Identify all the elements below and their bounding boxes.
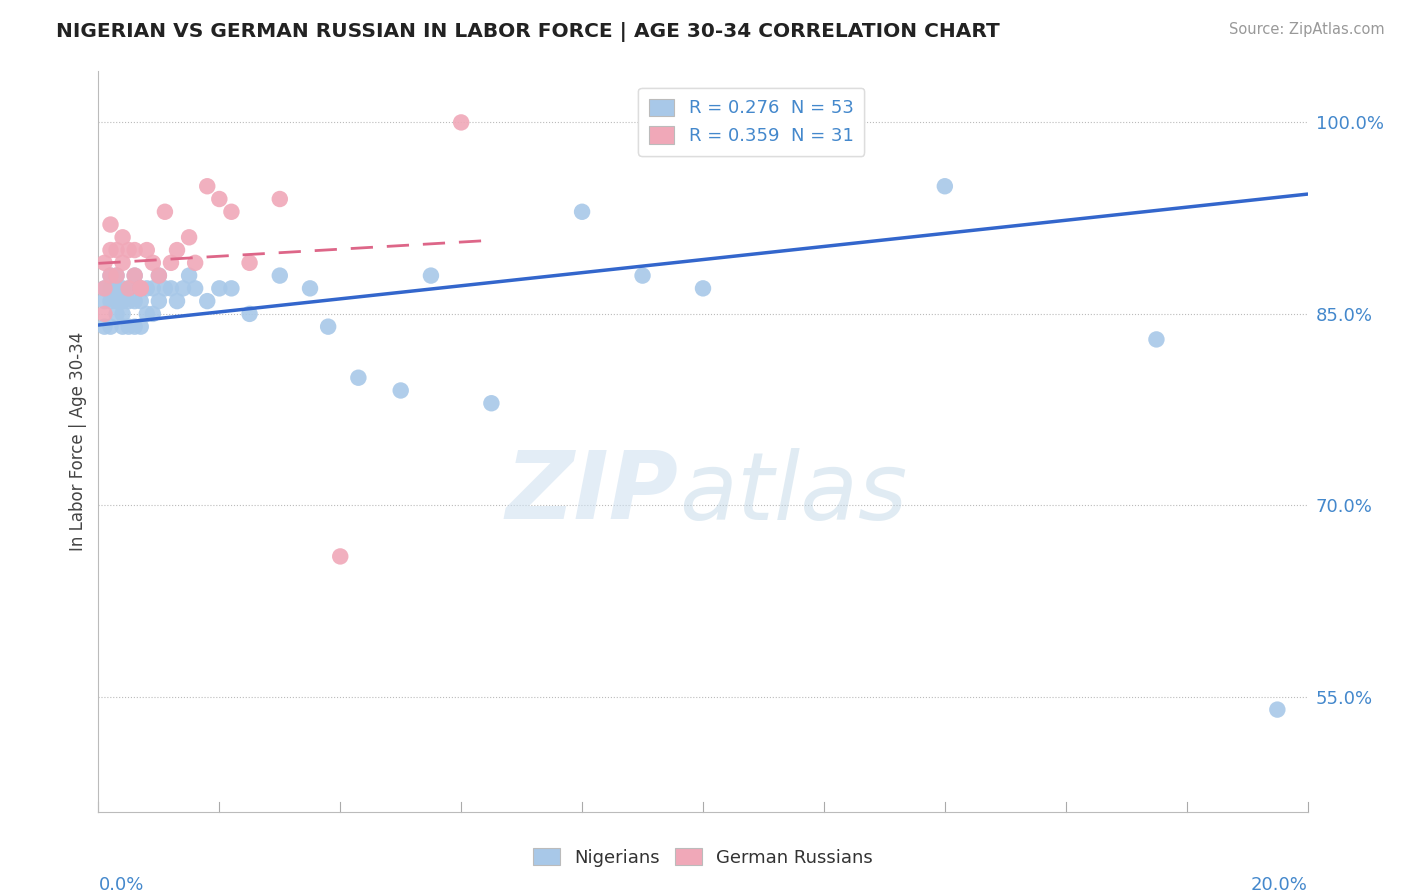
Point <box>208 192 231 206</box>
Point <box>208 281 231 295</box>
Point <box>269 192 291 206</box>
Point <box>129 281 152 295</box>
Text: Source: ZipAtlas.com: Source: ZipAtlas.com <box>1229 22 1385 37</box>
Point <box>221 281 243 295</box>
Point <box>1144 333 1167 347</box>
Point <box>93 256 115 270</box>
Point <box>329 549 352 564</box>
Legend: R = 0.276  N = 53, R = 0.359  N = 31: R = 0.276 N = 53, R = 0.359 N = 31 <box>638 87 865 156</box>
Point <box>129 281 152 295</box>
Point <box>129 319 152 334</box>
Point <box>93 281 115 295</box>
Point <box>118 281 141 295</box>
Text: NIGERIAN VS GERMAN RUSSIAN IN LABOR FORCE | AGE 30-34 CORRELATION CHART: NIGERIAN VS GERMAN RUSSIAN IN LABOR FORC… <box>56 22 1000 42</box>
Point <box>111 281 134 295</box>
Point <box>111 319 134 334</box>
Point <box>195 179 218 194</box>
Point <box>148 268 170 283</box>
Point <box>135 281 157 295</box>
Point <box>316 319 339 334</box>
Point <box>1267 703 1289 717</box>
Point <box>179 268 201 283</box>
Point <box>142 281 165 295</box>
Point <box>111 230 134 244</box>
Point <box>118 319 141 334</box>
Point <box>118 281 141 295</box>
Point <box>100 268 122 283</box>
Point <box>160 281 183 295</box>
Point <box>481 396 503 410</box>
Point <box>124 319 146 334</box>
Point <box>631 268 654 283</box>
Point <box>124 294 146 309</box>
Point <box>148 268 170 283</box>
Point <box>166 294 188 309</box>
Point <box>239 307 262 321</box>
Point <box>129 294 152 309</box>
Point <box>184 281 207 295</box>
Y-axis label: In Labor Force | Age 30-34: In Labor Force | Age 30-34 <box>69 332 87 551</box>
Point <box>184 256 207 270</box>
Point <box>934 179 956 194</box>
Point <box>172 281 194 295</box>
Point <box>129 281 152 295</box>
Point <box>124 243 146 257</box>
Point <box>692 281 714 295</box>
Point <box>239 256 262 270</box>
Point <box>450 115 472 129</box>
Point <box>100 243 122 257</box>
Point <box>148 294 170 309</box>
Point <box>111 294 134 309</box>
Point <box>195 294 218 309</box>
Point <box>153 204 176 219</box>
Point <box>100 268 122 283</box>
Point <box>105 243 128 257</box>
Point <box>153 281 176 295</box>
Point <box>105 307 128 321</box>
Text: 20.0%: 20.0% <box>1251 876 1308 892</box>
Point <box>93 319 115 334</box>
Point <box>420 268 443 283</box>
Point <box>347 370 370 384</box>
Point <box>100 319 122 334</box>
Point <box>105 281 128 295</box>
Point <box>100 294 122 309</box>
Point <box>93 294 115 309</box>
Point <box>142 307 165 321</box>
Point <box>93 307 115 321</box>
Legend: Nigerians, German Russians: Nigerians, German Russians <box>526 841 880 874</box>
Point <box>135 307 157 321</box>
Point <box>179 230 201 244</box>
Point <box>100 218 122 232</box>
Point <box>124 268 146 283</box>
Point <box>571 204 593 219</box>
Point <box>100 281 122 295</box>
Point <box>105 294 128 309</box>
Point <box>118 294 141 309</box>
Point <box>93 281 115 295</box>
Point <box>221 204 243 219</box>
Text: atlas: atlas <box>679 448 907 539</box>
Point <box>124 268 146 283</box>
Point <box>389 384 412 398</box>
Point <box>299 281 322 295</box>
Point <box>142 256 165 270</box>
Point <box>135 243 157 257</box>
Point <box>111 256 134 270</box>
Point <box>160 256 183 270</box>
Point <box>105 268 128 283</box>
Point <box>118 243 141 257</box>
Point <box>166 243 188 257</box>
Point <box>111 307 134 321</box>
Text: ZIP: ZIP <box>506 448 679 540</box>
Point <box>105 268 128 283</box>
Text: 0.0%: 0.0% <box>98 876 143 892</box>
Point <box>269 268 291 283</box>
